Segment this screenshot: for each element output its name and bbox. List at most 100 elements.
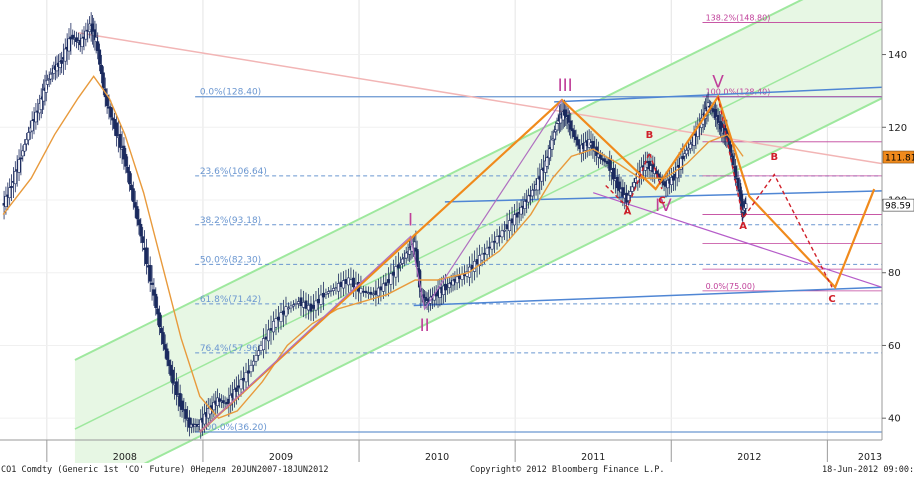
fib-level-label: 0.0%(128.40): [200, 88, 261, 98]
candle-body: [331, 288, 335, 291]
candle-body: [129, 184, 133, 191]
candle-body: [515, 212, 519, 218]
candle-body: [141, 236, 145, 243]
fib-level-label: 50.0%(82.30): [200, 255, 261, 265]
candle-body: [269, 328, 273, 331]
candle-body: [519, 206, 523, 215]
candle-body: [319, 294, 323, 305]
candle-body: [124, 154, 128, 167]
candle-body: [109, 107, 113, 118]
candle-body: [359, 288, 363, 294]
candle-body: [271, 320, 275, 333]
candle-body: [296, 301, 300, 304]
candle-body: [25, 139, 29, 145]
wave-label: II: [420, 316, 430, 336]
candle-body: [234, 387, 238, 392]
impulse-wave-path: [199, 99, 563, 433]
candle-body: [71, 34, 75, 39]
candle-body: [688, 143, 692, 149]
candle-body: [257, 350, 261, 356]
purple-trend-line: [593, 192, 883, 288]
candle-body: [540, 169, 544, 182]
ticker-text: CO1 Comdty (Generic 1st 'CO' Future) 0Не…: [1, 465, 329, 475]
candle-body: [611, 167, 615, 180]
candle-body: [666, 179, 670, 189]
candle-body: [279, 312, 283, 322]
candle-body: [547, 148, 551, 159]
candle-body: [259, 345, 263, 351]
candle-body: [60, 60, 64, 64]
candle-body: [598, 155, 602, 159]
candle-body: [237, 385, 241, 388]
candle-body: [679, 157, 683, 170]
candle-body: [306, 305, 310, 311]
candle-body: [626, 195, 630, 201]
candle-body: [264, 336, 268, 340]
candle-body: [180, 400, 184, 410]
candle-body: [133, 202, 137, 208]
candle-body: [683, 153, 687, 157]
fib-level-label: 38.2%(93.18): [200, 216, 261, 226]
candle-body: [122, 145, 126, 160]
candle-body: [400, 258, 404, 264]
candle-body: [301, 302, 305, 308]
candle-body: [495, 236, 499, 244]
candle-body: [498, 235, 502, 237]
candle-body: [621, 187, 625, 197]
candle-body: [159, 327, 163, 334]
candle-body: [510, 218, 514, 224]
candle-body: [67, 38, 71, 52]
timestamp-text: 18-Jun-2012 09:00:36: [822, 465, 914, 475]
candle-body: [346, 277, 350, 286]
candle-body: [281, 310, 285, 315]
candle-body: [334, 287, 338, 289]
candle-body: [632, 182, 636, 188]
candle-body: [184, 409, 188, 419]
candle-body: [137, 219, 141, 226]
candle-body: [94, 36, 98, 42]
fib-extension-label: 138.2%(148.80): [706, 14, 771, 23]
candle-body: [254, 355, 258, 362]
wave-label: I: [408, 210, 413, 230]
blue-support-line: [444, 190, 883, 203]
y-tick-label: 60: [888, 341, 901, 352]
channel-mid-line: [74, 28, 883, 430]
candle-body: [692, 134, 696, 146]
x-tick-label: 2009: [269, 452, 293, 463]
candle-body: [503, 229, 507, 232]
candle-body: [371, 293, 375, 296]
candle-body: [321, 292, 325, 298]
candle-body: [329, 290, 333, 292]
candle-body: [249, 364, 253, 373]
candle-body: [604, 160, 608, 163]
candle-body: [63, 48, 67, 62]
candle-body: [451, 279, 455, 286]
candle-body: [276, 316, 280, 321]
candle-body: [505, 224, 509, 230]
candle-body: [239, 379, 243, 390]
candle-body: [291, 304, 295, 307]
candle-body: [135, 206, 139, 220]
candle-body: [163, 344, 167, 350]
candle-body: [500, 230, 504, 238]
candle-body: [438, 288, 442, 298]
candle-body: [630, 186, 634, 192]
candle-body: [171, 369, 175, 384]
candle-body: [212, 402, 216, 411]
candle-body: [490, 241, 494, 250]
candle-body: [336, 283, 340, 292]
candle-body: [570, 128, 574, 132]
candle-body: [572, 130, 576, 138]
candle-body: [731, 155, 735, 166]
y-tick-label: 140: [888, 50, 907, 61]
candle-body: [552, 131, 556, 140]
last-price-value: 98.59: [885, 202, 911, 212]
candle-body: [628, 191, 632, 196]
candle-body: [396, 264, 400, 269]
candle-body: [316, 298, 320, 304]
wave-label: III: [558, 76, 573, 96]
candle-body: [247, 370, 251, 374]
candle-body: [670, 177, 674, 186]
